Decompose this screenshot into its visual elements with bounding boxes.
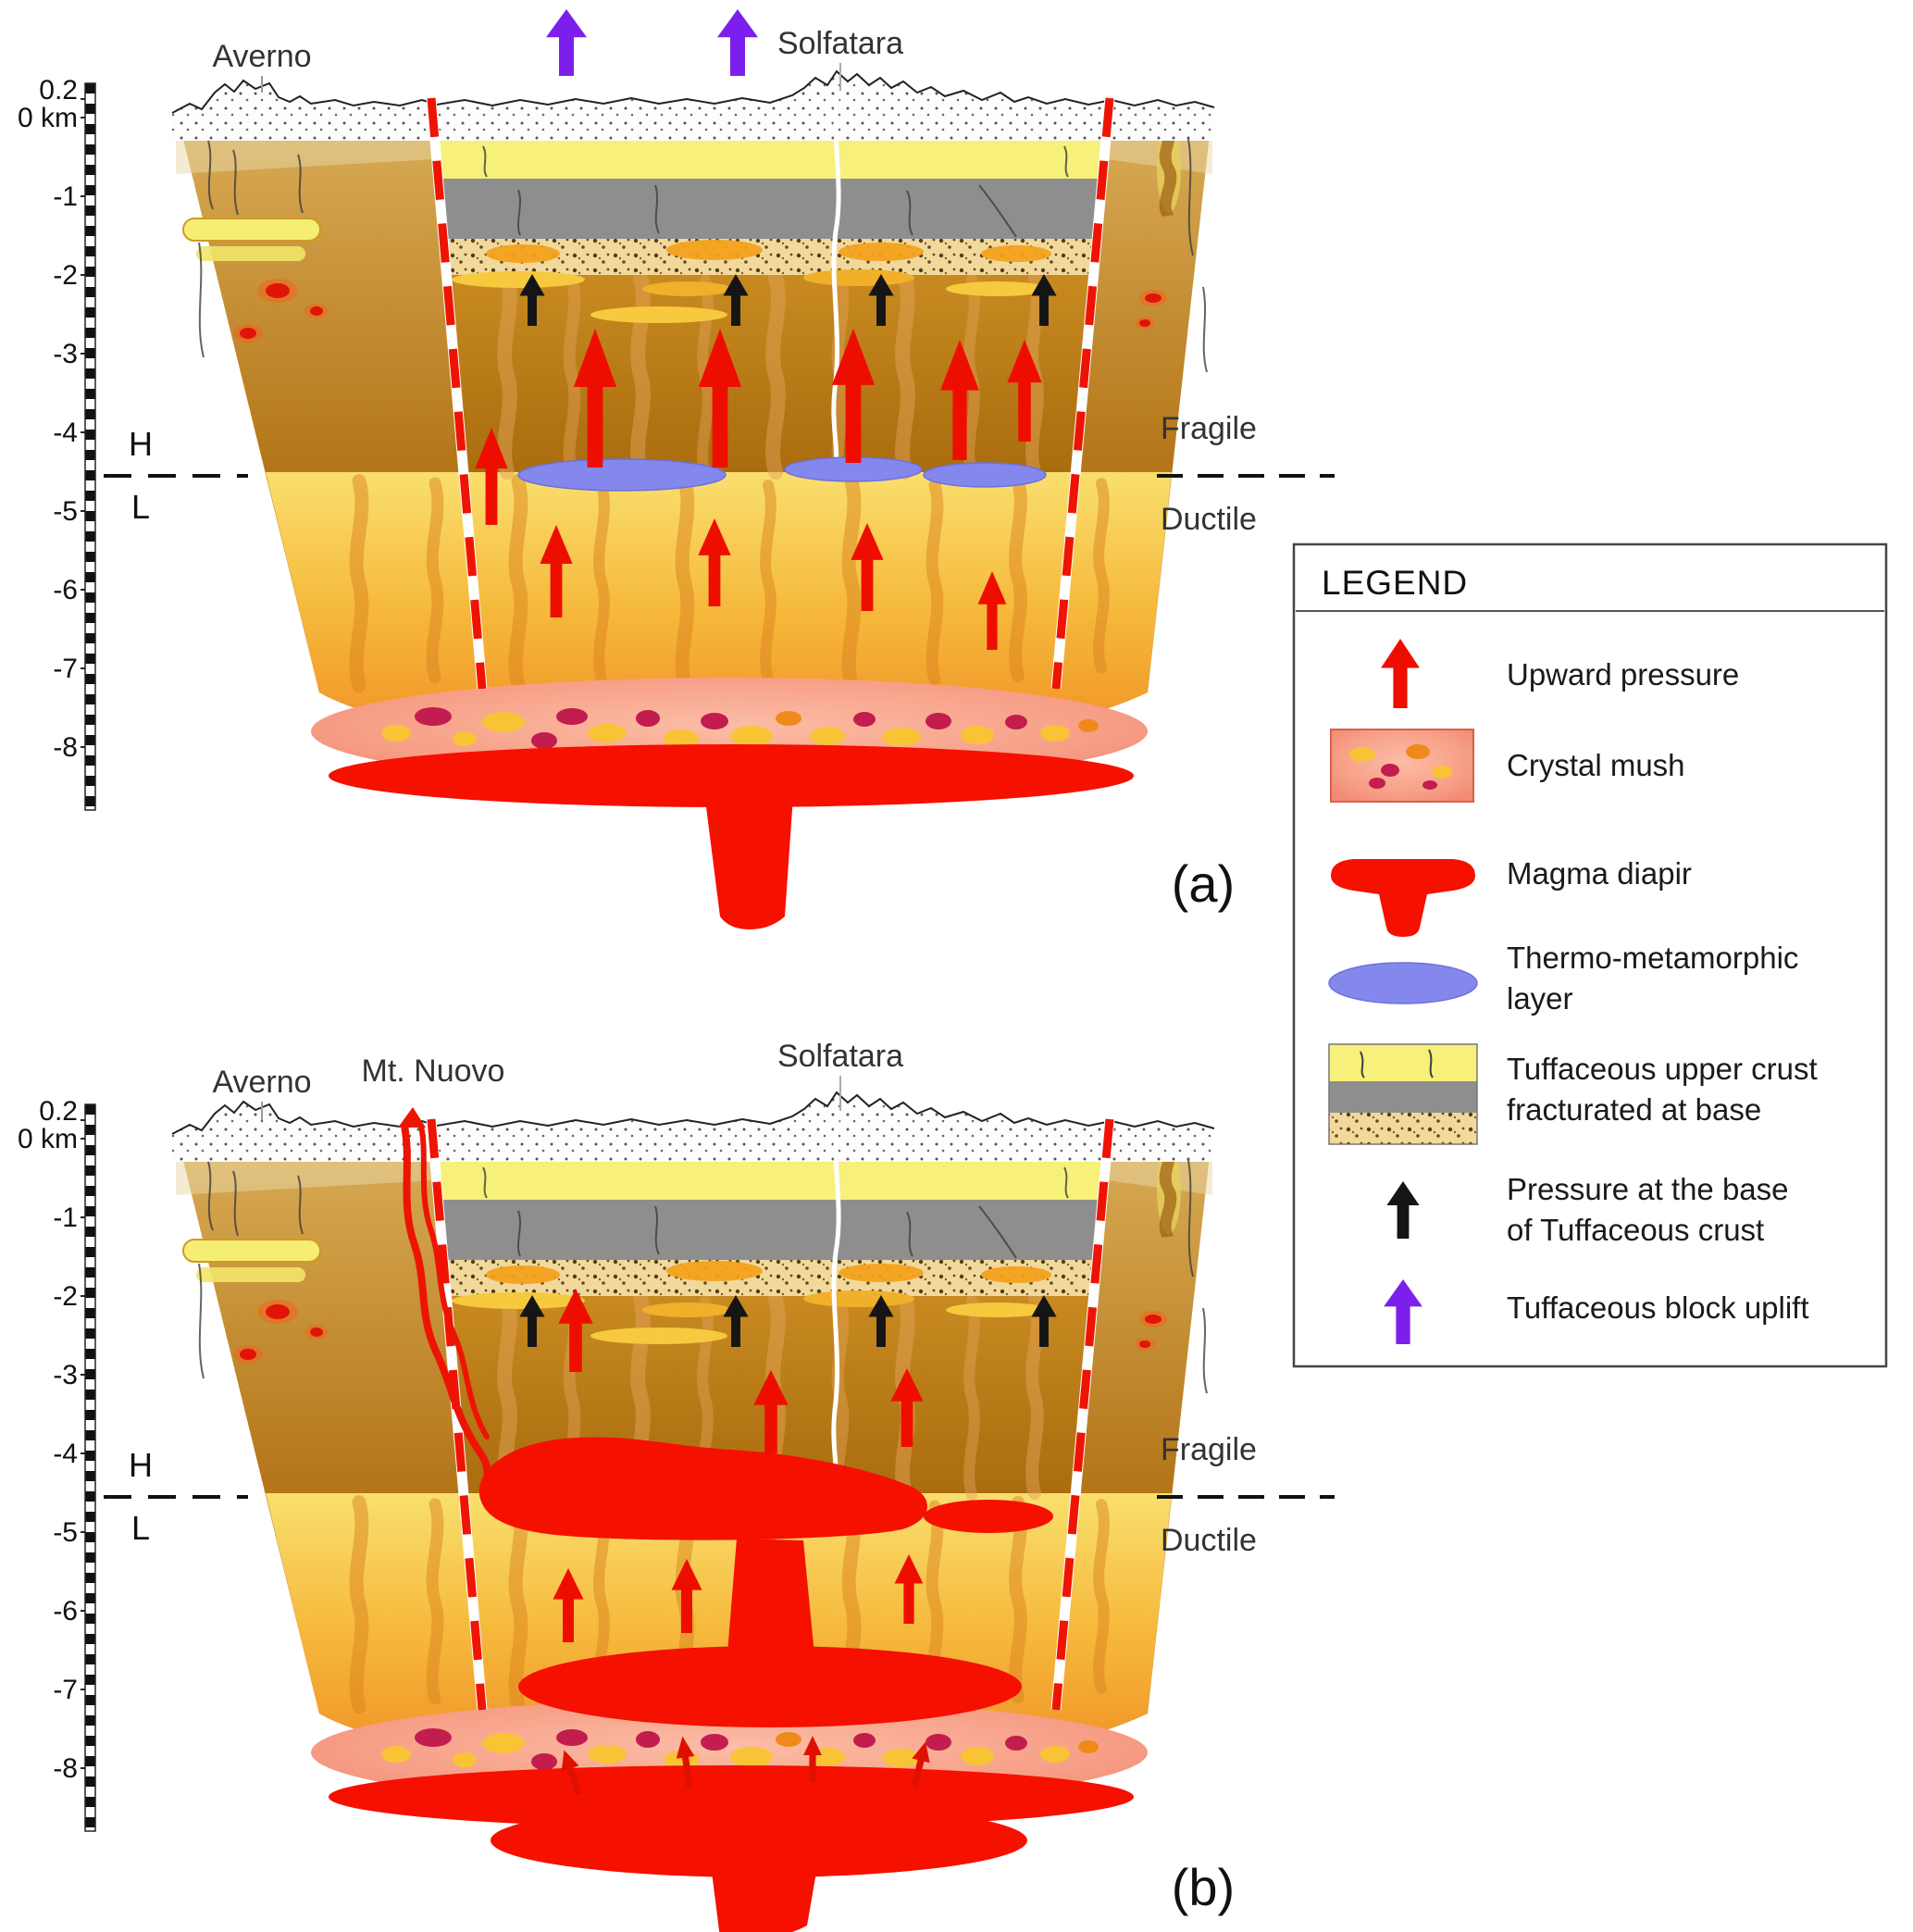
panel-label-a: (a) xyxy=(1172,854,1235,913)
scale-b-4: -3 xyxy=(53,1360,78,1390)
scale-a-2: -1 xyxy=(53,181,78,212)
scale-a-8: -7 xyxy=(53,654,78,684)
fragile-label-a: Fragile xyxy=(1161,411,1257,446)
scale-b-0: 0.2 xyxy=(39,1096,78,1127)
mt-nuovo-dikes xyxy=(401,1122,491,1494)
scale-a-6: -5 xyxy=(53,496,78,527)
legend-title: LEGEND xyxy=(1322,564,1468,602)
thermo-metamorphic-icon xyxy=(1328,962,1478,1004)
scale-a-7: -6 xyxy=(53,575,78,605)
h-label-a: H xyxy=(129,425,153,463)
legend-item-uplift: Tuffaceous block uplift xyxy=(1507,1290,1809,1325)
depth-scale-a: 0.2 0 km -1 -2 -3 -4 -5 -6 -7 -8 xyxy=(18,75,96,811)
scale-a-5: -4 xyxy=(53,418,78,448)
scale-b-8: -7 xyxy=(53,1675,78,1705)
scale-b-2: -1 xyxy=(53,1203,78,1233)
mt-nuovo-label-b: Mt. Nuovo xyxy=(362,1053,505,1089)
legend-item-pressure-base: Pressure at the base of Tuffaceous crust xyxy=(1507,1172,1797,1247)
averno-label-b: Averno xyxy=(212,1065,311,1100)
legend-item-thermo-layer: Thermo-metamorphic layer xyxy=(1507,941,1807,1016)
legend: LEGEND Upward pressure Crystal mush Magm… xyxy=(1292,542,1888,1368)
scale-a-0: 0.2 xyxy=(39,75,78,106)
panel-b: Averno Mt. Nuovo Solfatara H L Fragile D… xyxy=(18,1039,1335,1932)
mt-nuovo-cone xyxy=(398,1107,426,1128)
panel-a: Averno Solfatara H L Fragile Ductile (a)… xyxy=(18,9,1335,929)
solfatara-label-a: Solfatara xyxy=(777,26,903,61)
magma-diapir-icon xyxy=(1331,859,1475,937)
scale-b-3: -2 xyxy=(53,1281,78,1312)
scale-b-7: -6 xyxy=(53,1596,78,1627)
l-label-a: L xyxy=(131,488,150,526)
magma-diapir-b xyxy=(478,1437,1053,1932)
scale-b-9: -8 xyxy=(53,1753,78,1784)
legend-box xyxy=(1292,542,1888,1368)
panel-label-b: (b) xyxy=(1172,1858,1235,1916)
cross-section-a xyxy=(172,71,1214,929)
legend-item-crystal-mush: Crystal mush xyxy=(1507,748,1685,782)
scale-a-4: -3 xyxy=(53,339,78,369)
scale-a-1: 0 km xyxy=(18,103,78,133)
averno-label-a: Averno xyxy=(212,39,311,74)
ductile-label-a: Ductile xyxy=(1161,502,1257,537)
ductile-label-b: Ductile xyxy=(1161,1523,1257,1558)
legend-item-tuff-crust: Tuffaceous upper crust fracturated at ba… xyxy=(1507,1052,1826,1127)
h-label-b: H xyxy=(129,1446,153,1484)
thermo-metamorphic-lenses xyxy=(517,456,1047,492)
scale-b-5: -4 xyxy=(53,1439,78,1469)
fragile-label-b: Fragile xyxy=(1161,1432,1257,1467)
scale-b-1: 0 km xyxy=(18,1124,78,1154)
uplift-arrows xyxy=(546,9,758,77)
l-label-b: L xyxy=(131,1509,150,1547)
scale-b-6: -5 xyxy=(53,1517,78,1548)
solfatara-label-b: Solfatara xyxy=(777,1039,903,1074)
legend-item-magma-diapir: Magma diapir xyxy=(1507,856,1692,891)
crystal-mush-icon xyxy=(1330,729,1474,803)
depth-scale-b: 0.2 0 km -1 -2 -3 -4 -5 -6 -7 -8 xyxy=(18,1096,96,1832)
legend-item-upward-pressure: Upward pressure xyxy=(1507,657,1739,692)
scale-a-9: -8 xyxy=(53,732,78,763)
tuffaceous-crust-icon xyxy=(1328,1043,1478,1145)
scale-a-3: -2 xyxy=(53,260,78,291)
